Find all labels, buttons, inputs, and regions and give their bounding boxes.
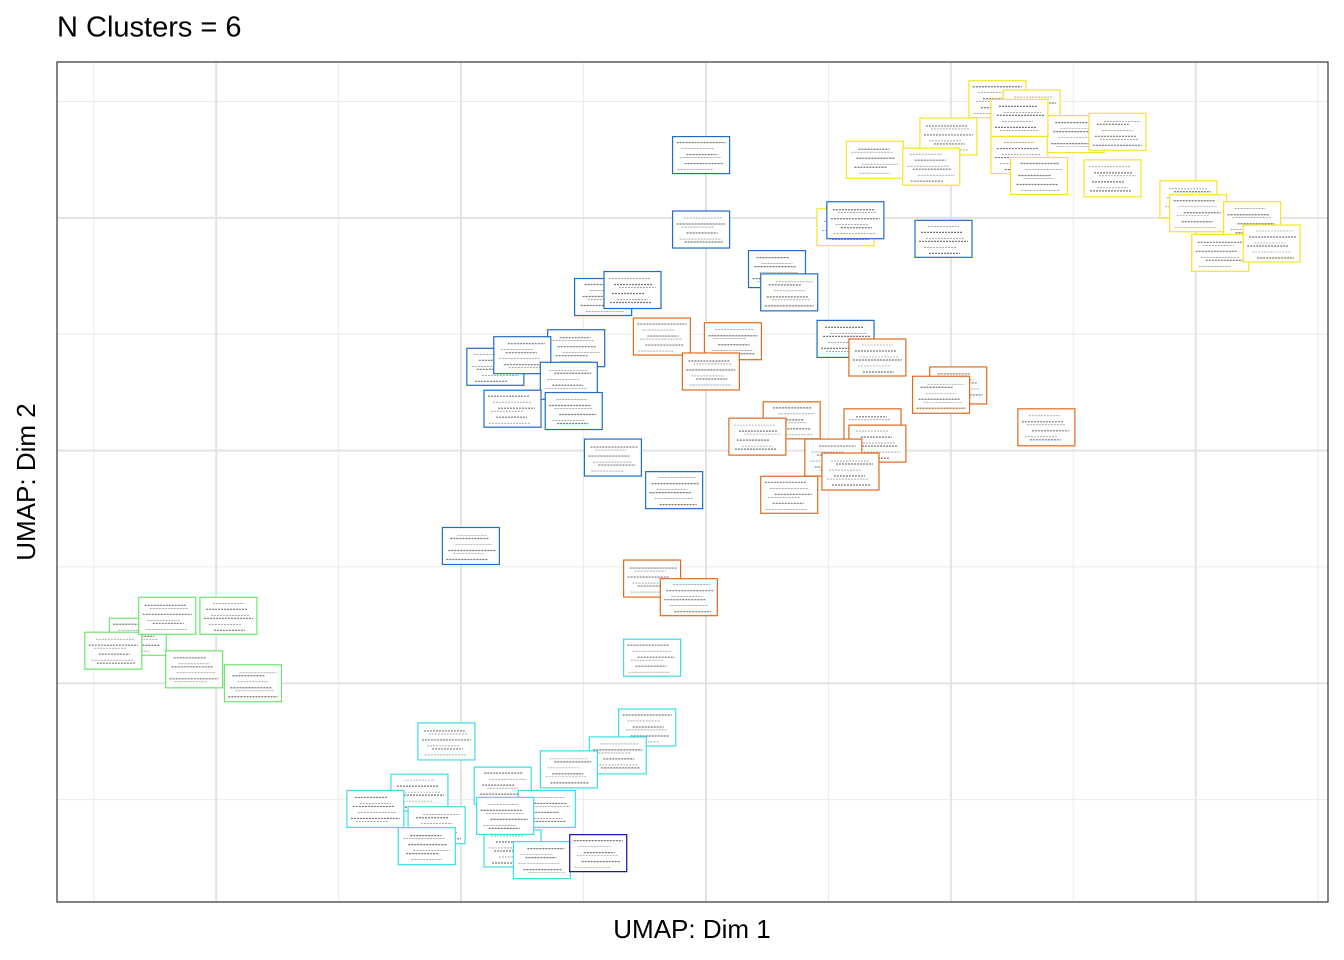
- thumbnail-point: [911, 375, 971, 414]
- thumbnail: [441, 526, 500, 566]
- thumbnail-point: [1242, 224, 1301, 263]
- thumbnail: [845, 140, 905, 179]
- thumbnail: [914, 219, 973, 258]
- thumbnail-point: [914, 219, 973, 258]
- thumbnail: [346, 789, 405, 829]
- thumbnail: [512, 841, 571, 880]
- thumbnail: [165, 650, 224, 689]
- thumbnail: [671, 210, 731, 249]
- thumbnail-point: [990, 98, 1049, 137]
- thumbnail: [1242, 224, 1301, 263]
- thumbnail-point: [681, 352, 740, 391]
- thumbnail: [618, 708, 677, 747]
- thumbnail: [588, 736, 647, 775]
- thumbnail: [1088, 112, 1147, 151]
- thumbnail: [547, 329, 606, 368]
- thumbnail: [417, 722, 476, 761]
- thumbnail: [645, 471, 704, 510]
- thumbnail-point: [199, 596, 258, 635]
- thumbnail-point: [821, 452, 880, 491]
- thumbnail-point: [845, 140, 905, 179]
- thumbnail-point: [539, 750, 598, 789]
- thumbnail: [544, 391, 603, 431]
- thumbnail-point: [902, 147, 961, 186]
- thumbnail-point: [583, 438, 643, 477]
- thumbnail-point: [346, 789, 405, 829]
- thumbnail-point: [760, 273, 819, 312]
- thumbnail: [199, 596, 258, 635]
- thumbnail: [848, 338, 907, 377]
- thumbnail: [760, 273, 819, 312]
- thumbnail: [223, 664, 283, 703]
- thumbnail: [1169, 194, 1228, 233]
- thumbnail-point: [138, 596, 197, 635]
- thumbnail: [493, 336, 552, 375]
- thumbnail: [671, 135, 731, 175]
- thumbnail: [397, 827, 456, 866]
- thumbnail-point: [1088, 112, 1147, 151]
- thumbnail: [1017, 408, 1076, 447]
- thumbnail-point: [512, 841, 571, 880]
- thumbnail-point: [223, 664, 283, 703]
- thumbnail: [84, 631, 143, 670]
- thumbnail: [569, 834, 628, 873]
- thumbnail: [622, 638, 682, 677]
- thumbnail: [483, 389, 542, 428]
- thumbnail: [990, 98, 1049, 137]
- thumbnail-point: [397, 827, 456, 866]
- thumbnail-point: [547, 329, 606, 368]
- thumbnail: [476, 796, 535, 836]
- thumbnail: [821, 452, 880, 491]
- thumbnail: [1191, 233, 1250, 272]
- x-axis-label: UMAP: Dim 1: [613, 914, 770, 944]
- thumbnail-point: [441, 526, 500, 566]
- thumbnail-point: [826, 201, 885, 240]
- thumbnail: [539, 750, 598, 789]
- thumbnail-point: [659, 578, 718, 617]
- thumbnail: [603, 270, 662, 310]
- thumbnail: [1083, 159, 1142, 198]
- thumbnail: [728, 417, 787, 456]
- y-axis-label: UMAP: Dim 2: [11, 403, 41, 560]
- thumbnail: [583, 438, 643, 477]
- thumbnail-point: [165, 650, 224, 689]
- thumbnail-point: [417, 722, 476, 761]
- thumbnail: [659, 578, 718, 617]
- thumbnail-point: [1191, 233, 1250, 272]
- thumbnail: [902, 147, 961, 186]
- plot-border: [56, 61, 1329, 903]
- thumbnail: [911, 375, 971, 414]
- chart-title: N Clusters = 6: [57, 12, 242, 44]
- thumbnail: [1009, 156, 1069, 196]
- thumbnail-point: [848, 338, 907, 377]
- thumbnail: [826, 201, 885, 240]
- thumbnail: [632, 317, 691, 356]
- thumbnail: [138, 596, 197, 635]
- thumbnail: [681, 352, 740, 391]
- thumbnail-point: [645, 471, 704, 510]
- thumbnail: [760, 475, 819, 514]
